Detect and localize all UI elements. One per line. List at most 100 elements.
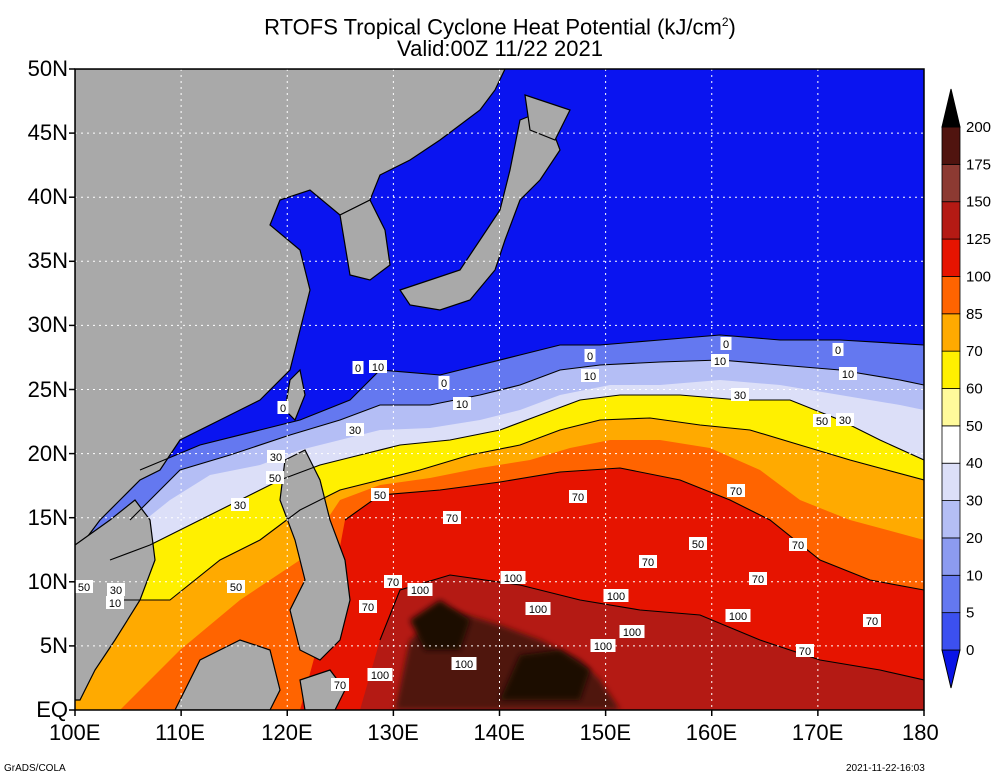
contour-tag-bg bbox=[749, 572, 767, 585]
contour-tag: 10 bbox=[369, 360, 387, 374]
contour-tag-label: 10 bbox=[584, 371, 596, 383]
contour-tag-label: 100 bbox=[455, 659, 473, 671]
colorbar-swatch bbox=[941, 500, 961, 539]
footer-timestamp: 2021-11-22-16:03 bbox=[846, 763, 925, 774]
lat-tick-label: 25N bbox=[27, 376, 68, 402]
contour-tag-label: 70 bbox=[730, 486, 742, 498]
land-philippines bbox=[279, 449, 351, 661]
contour-tag-bg bbox=[727, 484, 745, 497]
colorbar-max-arrow bbox=[941, 88, 961, 128]
colorbar-level-label: 60 bbox=[966, 381, 983, 398]
colorbar: 0 5 10 20 30 40 50 60 70 85 100 125 150 175 200 bbox=[941, 88, 991, 689]
contour-tag-bg bbox=[863, 614, 881, 627]
contour-tag-label: 50 bbox=[816, 416, 828, 428]
contour-tag-bg bbox=[836, 413, 854, 426]
contour-tag: 30 bbox=[836, 413, 854, 427]
contour-tag-label: 70 bbox=[799, 646, 811, 658]
contour-tag: 30 bbox=[231, 498, 249, 512]
contour-tag-label: 100 bbox=[411, 585, 429, 597]
contour-tag-label: 70 bbox=[334, 680, 346, 692]
contour-tag-label: 70 bbox=[792, 540, 804, 552]
contour-tag-bg bbox=[832, 343, 844, 356]
colorbar-min-arrow bbox=[941, 649, 961, 689]
contour-tag: 70 bbox=[749, 572, 767, 586]
contour-tag-bg bbox=[75, 580, 93, 593]
land-korea bbox=[339, 199, 391, 281]
contour-tag-bg bbox=[231, 498, 249, 511]
title-superscript: 2 bbox=[721, 15, 729, 29]
contour-tag-label: 10 bbox=[456, 399, 468, 411]
contour-tag: 100 bbox=[407, 583, 433, 597]
contour-tag-label: 100 bbox=[504, 573, 522, 585]
title-paren: ) bbox=[728, 14, 736, 40]
contour-tag: 10 bbox=[839, 367, 857, 381]
contour-tag: 10 bbox=[453, 397, 471, 411]
contour-tag: 100 bbox=[367, 668, 393, 682]
contour-tag-label: 50 bbox=[78, 582, 90, 594]
contour-30 bbox=[129, 359, 924, 521]
colorbar-level-label: 125 bbox=[966, 231, 991, 248]
contour-tag: 100 bbox=[603, 589, 629, 603]
contour-tag-bg bbox=[277, 401, 289, 414]
lat-tick-label: 45N bbox=[27, 120, 68, 146]
footer-software-credit: GrADS/COLA bbox=[4, 763, 66, 774]
contour-tag-label: 30 bbox=[270, 452, 282, 464]
colorbar-level-label: 20 bbox=[966, 530, 983, 547]
colorbar-level-label: 40 bbox=[966, 455, 983, 472]
contour-tag: 70 bbox=[443, 511, 461, 525]
contour-tag-bg bbox=[725, 609, 751, 622]
contour-tag-bg bbox=[346, 423, 364, 436]
contour-tag: 10 bbox=[106, 596, 124, 610]
contour-tag: 100 bbox=[619, 625, 645, 639]
contour-tag-label: 50 bbox=[374, 490, 386, 502]
contour-tag-bg bbox=[711, 354, 729, 367]
contour-tag: 30 bbox=[267, 450, 285, 464]
contour-tag-bg bbox=[500, 571, 526, 584]
contour-tag-bg bbox=[384, 575, 402, 588]
contour-tag: 50 bbox=[689, 537, 707, 551]
contour-tag: 70 bbox=[384, 575, 402, 589]
contour-tag-label: 70 bbox=[572, 492, 584, 504]
colorbar-swatch bbox=[941, 462, 961, 501]
colorbar-swatch bbox=[941, 574, 961, 614]
colorbar-swatch bbox=[941, 612, 961, 651]
contour-tag-label: 70 bbox=[446, 513, 458, 525]
contour-tag: 30 bbox=[107, 583, 125, 597]
colorbar-swatch bbox=[941, 163, 961, 203]
contour-tag: 10 bbox=[581, 369, 599, 383]
land-japan bbox=[399, 109, 561, 311]
lat-tick-label: EQ bbox=[36, 697, 68, 722]
contour-tag-label: 100 bbox=[594, 641, 612, 653]
contour-150 bbox=[379, 574, 924, 681]
contour-value-tags: 00 00001010101010103030303030305050505050… bbox=[75, 337, 881, 692]
colorbar-swatch bbox=[941, 313, 961, 352]
contour-tag-bg bbox=[590, 639, 616, 652]
contour-tag-label: 0 bbox=[723, 339, 729, 351]
lat-tick-label: 20N bbox=[27, 440, 68, 466]
contour-tag-bg bbox=[227, 580, 245, 593]
colorbar-swatch bbox=[941, 350, 961, 389]
contour-tag-bg bbox=[352, 361, 364, 374]
colorbar-swatch bbox=[941, 201, 961, 240]
contour-tag: 50 bbox=[227, 580, 245, 594]
contour-tag-bg bbox=[359, 600, 377, 613]
colorbar-level-label: 50 bbox=[966, 418, 983, 435]
contour-tag-label: 100 bbox=[729, 611, 747, 623]
heat-band-200b bbox=[410, 600, 470, 650]
lon-tick-label: 150E bbox=[579, 720, 632, 745]
contour-tag-bg bbox=[443, 511, 461, 524]
contour-tag-label: 70 bbox=[642, 557, 654, 569]
contour-tag-bg bbox=[107, 583, 125, 596]
contour-tag-label: 0 bbox=[355, 363, 361, 375]
contour-tag-label: 100 bbox=[623, 627, 641, 639]
lon-tick-label: 130E bbox=[367, 720, 419, 745]
contour-tag: 0 bbox=[277, 401, 289, 415]
contour-tag-bg bbox=[331, 678, 349, 691]
colorbar-level-label: 200 bbox=[966, 119, 991, 136]
lat-tick-label: 5N bbox=[39, 632, 68, 658]
contour-tag-label: 100 bbox=[529, 604, 547, 616]
contour-tag-bg bbox=[584, 349, 596, 362]
contour-tag-label: 100 bbox=[371, 670, 389, 682]
contour-tag-bg bbox=[569, 490, 587, 503]
